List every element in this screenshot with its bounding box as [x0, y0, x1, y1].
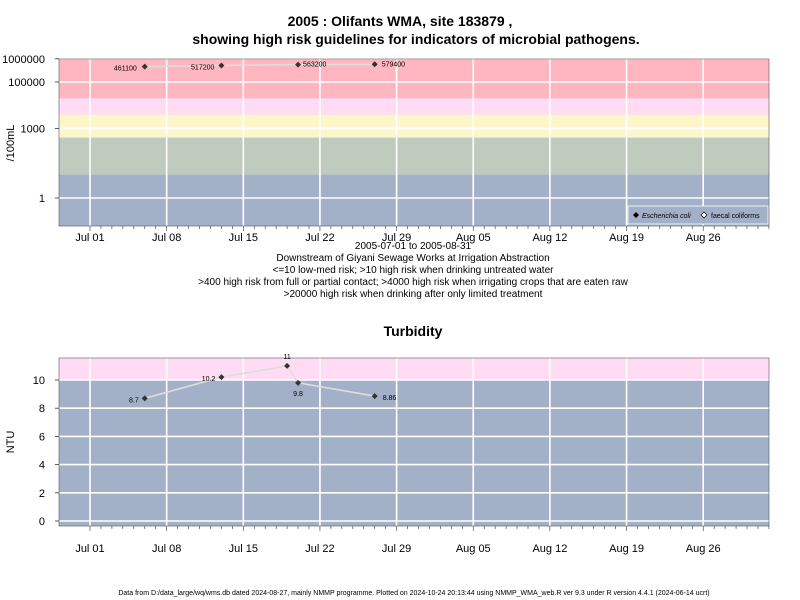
band-10-400: [59, 137, 769, 175]
y-axis: 0 2 4 6 8 10: [33, 375, 59, 528]
y-tick-label: 2: [39, 488, 45, 500]
series-line: [144, 63, 375, 68]
y-tick-label: 8: [39, 403, 45, 415]
data-point: [218, 374, 225, 381]
plot-frame: [58, 357, 770, 527]
y-tick-label: 1: [39, 193, 45, 205]
x-tick-label: Jul 29: [382, 543, 411, 555]
data-point: [141, 395, 148, 402]
high-turbidity-band: [59, 358, 769, 380]
x-tick-label: Jul 01: [75, 232, 104, 244]
x-axis: Jul 01 Jul 08 Jul 15 Jul 22 Jul 29 Aug 05 Aug …: [75, 226, 770, 244]
band-400-4000: [59, 114, 769, 138]
data-label: 11: [283, 354, 290, 361]
data-point: [371, 393, 378, 400]
y-tick-label: 6: [39, 431, 45, 443]
y-axis-label: NTU: [5, 431, 17, 454]
data-point: [284, 362, 291, 369]
y-tick-label: 4: [39, 460, 45, 472]
x-tick-label: Aug 12: [532, 543, 567, 555]
data-point: [295, 61, 302, 68]
band-above-20000: [59, 59, 769, 99]
legend: Escherichia coli faecal coliforms: [627, 205, 769, 225]
y-axis-label: /100mL: [5, 125, 17, 162]
x-tick-label: Jul 22: [305, 543, 334, 555]
x-tick-label: Jul 15: [229, 543, 258, 555]
footer-note: Data from D:/data_large/wq/wms.db dated …: [118, 590, 709, 597]
x-tick-label: Aug 05: [456, 232, 491, 244]
y-tick-label: 1000: [21, 123, 45, 135]
x-tick-label: Jul 22: [305, 232, 334, 244]
x-tick-label: Jul 01: [75, 543, 104, 555]
x-tick-label: Aug 05: [456, 543, 491, 555]
x-tick-label: Jul 08: [152, 543, 181, 555]
y-axis: 1 1000 100000 1000000: [2, 54, 59, 205]
site-description: Downstream of Giyani Sewage Works at Irr…: [276, 253, 549, 264]
x-axis: Jul 01 Jul 08 Jul 15 Jul 22 Jul 29 Aug 05 Aug …: [75, 526, 770, 555]
x-tick-label: Aug 19: [609, 232, 644, 244]
data-point: [141, 63, 148, 70]
chart-title-line2: showing high risk guidelines for indicat…: [192, 31, 639, 47]
data-label: 517200: [191, 64, 214, 71]
turbidity-series: 8.7 10.2 11 9.8 8.86: [129, 354, 396, 404]
x-tick-label: Jul 29: [382, 232, 411, 244]
risk-bands: [59, 59, 769, 226]
x-tick-label: Aug 19: [609, 543, 644, 555]
data-point: [218, 62, 225, 69]
legend-ecoli: Escherichia coli: [642, 213, 691, 220]
data-label: 8.86: [383, 395, 397, 402]
data-label: 9.8: [293, 391, 303, 398]
x-tick-label: Aug 12: [532, 232, 567, 244]
x-tick-label: Aug 26: [686, 543, 721, 555]
plot-frame: [58, 58, 770, 227]
turbidity-title: Turbidity: [384, 323, 443, 339]
data-point: [371, 61, 378, 68]
data-label: 461100: [114, 66, 137, 73]
x-tick-label: Aug 26: [686, 232, 721, 244]
data-label: 579400: [382, 61, 405, 68]
low-turbidity-band: [59, 358, 769, 526]
guideline-note-1: <=10 low-med risk; >10 high risk when dr…: [273, 265, 555, 276]
legend-box: [627, 205, 769, 225]
data-label: 8.7: [129, 397, 139, 404]
open-diamond-icon: [700, 211, 708, 219]
legend-faecal: faecal coliforms: [711, 213, 760, 220]
y-tick-label: 100000: [8, 77, 45, 89]
chart-title-line1: 2005 : Olifants WMA, site 183879 ,: [288, 13, 513, 29]
y-tick-label: 1000000: [2, 54, 45, 66]
x-tick-label: Jul 15: [229, 232, 258, 244]
filled-diamond-icon: [633, 212, 639, 218]
band-4000-20000: [59, 98, 769, 115]
date-range: 2005-07-01 to 2005-08-31: [355, 241, 472, 252]
y-tick-label: 10: [33, 375, 45, 387]
data-point: [295, 379, 302, 386]
data-label: 10.2: [202, 376, 216, 383]
guideline-note-3: >20000 high risk when drinking after onl…: [284, 289, 543, 300]
y-tick-label: 0: [39, 516, 45, 528]
x-tick-label: Jul 08: [152, 232, 181, 244]
ecoli-series: 461100 517200 563200 579400: [114, 61, 405, 72]
turbidity-bands: [59, 358, 769, 526]
grid-lines: [59, 358, 769, 526]
data-label: 563200: [303, 62, 326, 69]
guideline-note-2: >400 high risk from full or partial cont…: [198, 277, 628, 288]
